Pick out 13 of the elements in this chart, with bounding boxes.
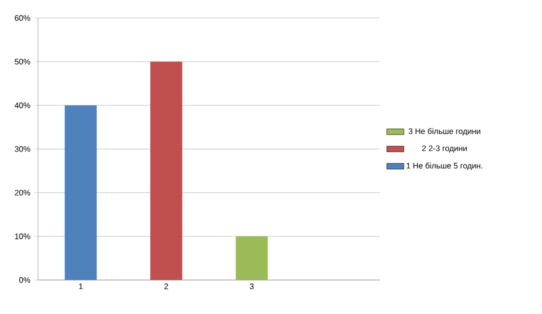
y-tick-label: 0% — [19, 277, 30, 283]
y-tick-label: 40% — [14, 102, 30, 108]
y-tick-label: 50% — [14, 58, 30, 64]
x-tick-label: 1 — [79, 284, 83, 290]
y-tick-label: 30% — [14, 146, 30, 152]
y-tick-label: 60% — [14, 15, 30, 21]
x-tick-label: 2 — [164, 284, 168, 290]
x-tick-label: 3 — [250, 284, 254, 290]
legend-label: 1 Не більше 5 годин. — [406, 162, 482, 170]
legend-label: 3 Не більше години — [408, 128, 480, 136]
y-tick-label: 20% — [14, 190, 30, 196]
y-tick-label: 10% — [15, 234, 30, 240]
legend-label: 2 2-3 години — [422, 145, 467, 153]
